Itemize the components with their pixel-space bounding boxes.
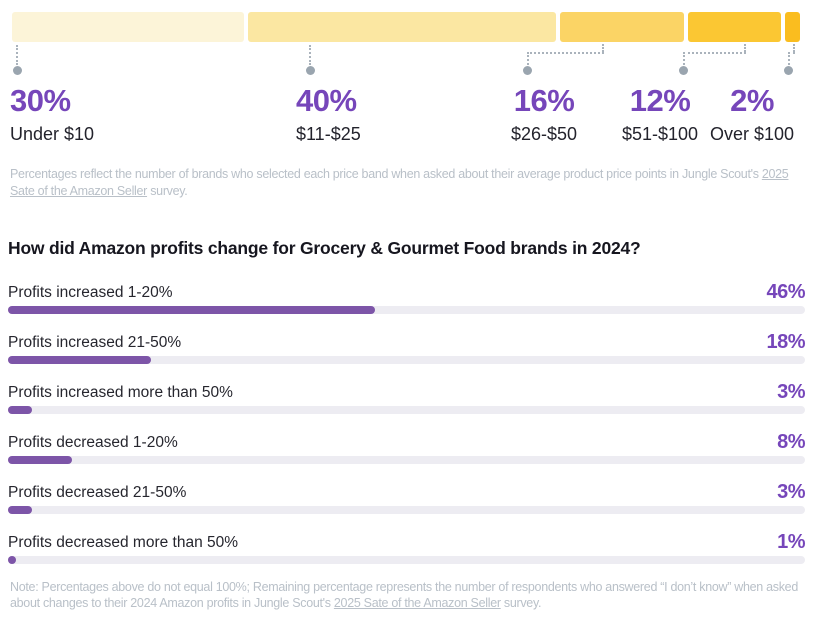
survey-caption-text: survey. bbox=[147, 183, 188, 198]
price-band-label: Under $10 bbox=[10, 124, 95, 144]
profit-row-increased-1-20: Profits increased 1-20% 46% bbox=[8, 280, 805, 330]
connector-line bbox=[788, 52, 795, 54]
profit-row-label: Profits increased 1-20% bbox=[8, 284, 173, 301]
price-band-segment-26-50 bbox=[560, 12, 684, 42]
price-band-percent: 12% bbox=[629, 83, 691, 118]
connector-line bbox=[788, 52, 790, 65]
profit-bars: Profits increased 1-20% 46% Profits incr… bbox=[8, 280, 805, 580]
price-band-segment-over-100 bbox=[784, 12, 800, 42]
profit-row-decreased-more-50: Profits decreased more than 50% 1% bbox=[8, 530, 805, 580]
profit-row-label: Profits increased 21-50% bbox=[8, 334, 182, 351]
price-band-stacked-bar bbox=[12, 12, 800, 42]
profit-bar-fill bbox=[8, 406, 32, 414]
price-band-label: Over $100 bbox=[709, 124, 795, 144]
profit-row-percent: 46% bbox=[766, 281, 805, 303]
profit-bar-fill bbox=[8, 356, 152, 364]
price-band-labelgroup-26-50: 16% $26-$50 bbox=[489, 83, 599, 144]
profit-bar-fill bbox=[8, 456, 72, 464]
profit-bar-track bbox=[8, 306, 805, 314]
profit-note-text: Note: Percentages above do not equal 100… bbox=[10, 580, 798, 610]
profit-row-decreased-21-50: Profits decreased 21-50% 3% bbox=[8, 480, 805, 530]
profit-note: Note: Percentages above do not equal 100… bbox=[10, 580, 816, 611]
profit-row-percent: 3% bbox=[777, 381, 805, 403]
profit-bar-fill bbox=[8, 506, 32, 514]
connector-dot bbox=[306, 66, 315, 75]
price-band-label: $11-$25 bbox=[296, 124, 361, 144]
connector-dot bbox=[523, 66, 532, 75]
survey-caption-text: Percentages reflect the number of brands… bbox=[10, 167, 762, 181]
price-band-segment-under-10 bbox=[12, 12, 244, 42]
profit-bar-track bbox=[8, 556, 805, 564]
connector-line bbox=[527, 52, 529, 65]
connector-dot bbox=[784, 66, 793, 75]
profit-row-decreased-1-20: Profits decreased 1-20% 8% bbox=[8, 430, 805, 480]
profit-bar-fill bbox=[8, 556, 16, 564]
connector-line bbox=[602, 44, 604, 52]
profit-row-label: Profits decreased more than 50% bbox=[8, 534, 239, 551]
profit-row-label: Profits decreased 1-20% bbox=[8, 434, 178, 451]
connector-dot bbox=[13, 66, 22, 75]
survey-caption: Percentages reflect the number of brands… bbox=[10, 166, 816, 199]
profit-row-percent: 8% bbox=[777, 431, 805, 453]
profit-row-label: Profits decreased 21-50% bbox=[8, 484, 187, 501]
connector-line bbox=[744, 44, 746, 52]
price-band-label: $51-$100 bbox=[621, 124, 699, 144]
profit-row-percent: 3% bbox=[777, 481, 805, 503]
price-band-percent: 16% bbox=[513, 83, 575, 118]
profit-row-percent: 1% bbox=[777, 531, 805, 553]
price-band-labelgroup-over-100: 2% Over $100 bbox=[700, 83, 804, 144]
profit-bar-track bbox=[8, 406, 805, 414]
price-band-labelgroup-under-10: 30% Under $10 bbox=[10, 83, 95, 144]
connector-line bbox=[793, 44, 795, 52]
survey-report-link[interactable]: 2025 Sate of the Amazon Seller bbox=[333, 595, 501, 610]
connector-line bbox=[16, 45, 18, 65]
price-band-labelgroup-11-25: 40% $11-$25 bbox=[296, 83, 361, 144]
profit-row-label: Profits increased more than 50% bbox=[8, 384, 233, 401]
price-band-percent: 40% bbox=[296, 83, 357, 118]
survey-report-link[interactable]: 2025 Sate of the Amazon Seller bbox=[10, 167, 789, 198]
price-band-percent: 30% bbox=[10, 83, 71, 118]
profit-bar-fill bbox=[8, 306, 375, 314]
connector-line bbox=[683, 52, 685, 65]
price-band-labelgroup-51-100: 12% $51-$100 bbox=[608, 83, 712, 144]
profit-row-percent: 18% bbox=[766, 331, 805, 353]
profit-row-increased-21-50: Profits increased 21-50% 18% bbox=[8, 330, 805, 380]
price-band-segment-11-25 bbox=[247, 12, 557, 42]
profit-bar-track bbox=[8, 356, 805, 364]
profit-bar-track bbox=[8, 456, 805, 464]
connector-line bbox=[683, 52, 746, 54]
connector-line bbox=[309, 45, 311, 65]
profit-section-heading: How did Amazon profits change for Grocer… bbox=[8, 238, 641, 258]
price-band-label: $26-$50 bbox=[510, 124, 578, 144]
connector-dot bbox=[679, 66, 688, 75]
price-band-segment-51-100 bbox=[687, 12, 781, 42]
profit-note-text: survey. bbox=[500, 595, 542, 610]
price-band-percent: 2% bbox=[730, 83, 774, 118]
connector-line bbox=[527, 52, 604, 54]
profit-row-increased-more-50: Profits increased more than 50% 3% bbox=[8, 380, 805, 430]
profit-bar-track bbox=[8, 506, 805, 514]
